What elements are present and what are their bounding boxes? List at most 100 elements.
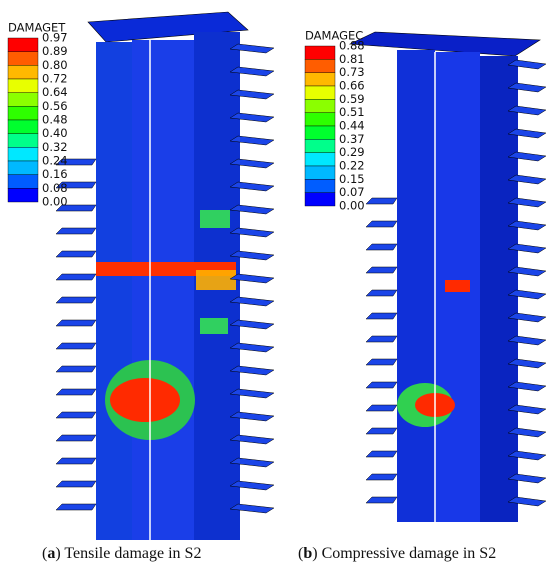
legend-swatch xyxy=(7,160,39,175)
floor-slab xyxy=(507,105,547,116)
legend-swatch xyxy=(7,78,39,93)
legend-swatch xyxy=(7,147,39,162)
legend-swatch xyxy=(7,119,39,134)
legend-label: 0.08 xyxy=(42,181,68,195)
legend-label: 0.00 xyxy=(339,199,365,213)
floor-slab xyxy=(229,319,275,330)
legend-label: 0.00 xyxy=(42,195,68,209)
legend-label: 0.97 xyxy=(42,31,68,45)
caption-label: a xyxy=(47,545,55,562)
floor-slab xyxy=(229,250,275,261)
floor-slab xyxy=(507,197,547,208)
floor-slab xyxy=(229,388,275,399)
floor-slab xyxy=(55,181,97,189)
legend-swatch xyxy=(304,59,336,73)
caption: (a) Tensile damage in S2 xyxy=(42,545,201,562)
legend-label: 0.89 xyxy=(42,44,68,58)
legend-swatch xyxy=(304,165,336,180)
floor-slab xyxy=(507,496,547,507)
floor-slab xyxy=(55,457,97,465)
floor-slab xyxy=(365,289,398,297)
floor-slab xyxy=(365,496,398,504)
legend-swatch xyxy=(304,152,336,167)
floor-slab xyxy=(55,388,97,396)
floor-slab xyxy=(365,381,398,389)
floor-slab xyxy=(507,59,547,70)
legend-swatch xyxy=(7,188,39,203)
legend-swatch xyxy=(304,99,336,113)
floor-slab xyxy=(229,411,275,422)
legend-label: 0.07 xyxy=(339,185,365,199)
floor-slab xyxy=(55,365,97,373)
floor-slab xyxy=(507,174,547,185)
legend-swatch xyxy=(304,85,336,100)
floor-slab xyxy=(229,365,275,376)
legend-label: 0.40 xyxy=(42,126,68,140)
floor-slab xyxy=(365,427,398,435)
floor-slab xyxy=(55,158,97,166)
floor-slab xyxy=(365,312,398,320)
floor-slab xyxy=(55,227,97,235)
legend-label: 0.15 xyxy=(339,172,365,186)
legend-swatch xyxy=(304,179,336,193)
floor-slab xyxy=(55,296,97,304)
legend-label: 0.80 xyxy=(42,58,68,72)
floor-slab xyxy=(229,66,275,77)
legend-label: 0.37 xyxy=(339,132,365,146)
legend-swatch xyxy=(7,51,39,66)
legend-swatch xyxy=(7,174,39,189)
legend-label: 0.56 xyxy=(42,99,68,113)
legend-label: 0.72 xyxy=(42,72,68,86)
caption-open: ( xyxy=(298,545,303,562)
floor-slab xyxy=(229,457,275,468)
floor-slab xyxy=(365,358,398,366)
legend-label: 0.32 xyxy=(42,140,68,154)
legend-swatch xyxy=(304,139,336,153)
floor-slab xyxy=(365,197,398,205)
floor-slab xyxy=(507,82,547,93)
floor-slab xyxy=(507,450,547,461)
floor-slab xyxy=(229,158,275,169)
floor-slab xyxy=(229,273,275,284)
floor-slab xyxy=(229,342,275,353)
floor-slab xyxy=(507,266,547,277)
floor-slab xyxy=(365,450,398,458)
floor-slab xyxy=(365,335,398,343)
floor-slab xyxy=(229,89,275,100)
floor-slab xyxy=(507,243,547,254)
legend-label: 0.73 xyxy=(339,65,365,79)
caption-text: ) Tensile damage in S2 xyxy=(55,545,201,562)
floor-slab xyxy=(365,220,398,228)
floor-slab xyxy=(55,319,97,327)
legend-label: 0.66 xyxy=(339,79,365,93)
floor-slab xyxy=(229,181,275,192)
legend-swatch xyxy=(304,45,336,60)
floor-slab xyxy=(55,411,97,419)
legend-swatch xyxy=(304,72,336,87)
floor-slab xyxy=(229,227,275,238)
legend-swatch xyxy=(7,92,39,107)
floor-slab xyxy=(229,296,275,307)
floor-slab xyxy=(55,503,97,511)
legend-label: 0.22 xyxy=(339,159,365,173)
floor-slab xyxy=(55,434,97,442)
floor-slab xyxy=(55,250,97,258)
floor-slab xyxy=(507,473,547,484)
floor-slab xyxy=(507,128,547,139)
legend-label: 0.81 xyxy=(339,52,365,66)
floor-slab xyxy=(507,404,547,415)
legend-label: 0.51 xyxy=(339,105,365,119)
legend-title: DAMAGEC xyxy=(305,29,363,43)
floor-slab xyxy=(507,220,547,231)
floor-slab xyxy=(507,358,547,369)
caption-label: b xyxy=(303,545,312,562)
floor-slab xyxy=(365,473,398,481)
legend-title: DAMAGET xyxy=(8,21,66,35)
legend-label: 0.24 xyxy=(42,154,68,168)
legend-label: 0.59 xyxy=(339,92,365,106)
floor-slab xyxy=(365,243,398,251)
tensile-damage-model xyxy=(55,11,275,540)
floor-slab xyxy=(229,43,275,54)
legend-swatch xyxy=(304,125,336,140)
